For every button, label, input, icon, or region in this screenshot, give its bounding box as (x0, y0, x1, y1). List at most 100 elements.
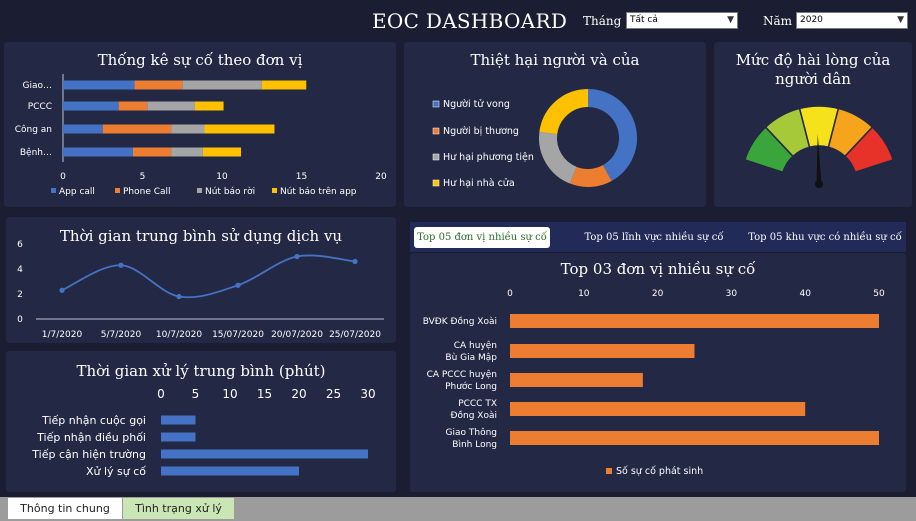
x-tick-label: 20 (652, 289, 664, 299)
category-label: Xử lý sự cố (86, 465, 146, 478)
x-tick-label: 15 (296, 172, 307, 182)
category-label: Giao… (23, 81, 53, 91)
category-label: BVĐK Đồng Xoài (423, 316, 497, 327)
month-label: Tháng (583, 14, 622, 28)
top3-chart[interactable]: 0 10 20 30 40 50 BVĐK Đồng Xoài CA huyện Bù Gia … (410, 253, 906, 492)
legend-label: Người bị thương (443, 126, 519, 137)
bar-segment (63, 80, 135, 90)
bar-segment (132, 147, 172, 157)
x-tick-label: 0 (507, 289, 513, 299)
incidents-by-unit-chart[interactable]: 0 5 10 15 20 Giao… PCCC Công an Bệnh… App call Pho… (4, 42, 396, 207)
bar-segment (63, 101, 119, 111)
category-label: PCCC (28, 102, 52, 112)
satisfaction-title-line1: Mức độ hài lòng của (735, 51, 891, 69)
legend-label: Số sự cố phát sinh (616, 466, 703, 477)
gauge-needle-hub (815, 180, 823, 188)
y-tick-label: 4 (17, 265, 23, 275)
bar-segment (63, 147, 133, 157)
bar-segment (204, 124, 275, 134)
top3-panel: Top 03 đơn vị nhiều sự cố 0 10 20 30 40 50 BVĐ… (410, 253, 906, 492)
month-select[interactable]: Tất cả ▼ (626, 12, 738, 29)
service-time-title[interactable]: Thời gian trung bình sử dụng dịch vụ (59, 227, 343, 245)
legend-swatch (51, 188, 56, 193)
x-tick-label: 0 (60, 172, 66, 182)
category-label: Bình Long (452, 440, 497, 450)
year-select-value: 2020 (800, 15, 823, 25)
bar (510, 344, 695, 358)
bar-segment (134, 80, 183, 90)
bar-segment (171, 124, 205, 134)
top-tabs-bar: Top 05 đơn vị nhiều sự cố Top 05 lĩnh vự… (410, 222, 906, 252)
category-label: Công an (15, 124, 52, 135)
x-tick-label: 15/07/2020 (212, 330, 264, 340)
bar-segment (194, 101, 224, 111)
satisfaction-title[interactable]: Mức độ hài lòng của người dân (714, 51, 912, 89)
chevron-down-icon[interactable]: ▼ (727, 15, 734, 25)
legend-label: Nút báo trên app (280, 186, 357, 197)
gauge-needle (816, 134, 822, 185)
bar (161, 432, 196, 442)
bar (161, 415, 196, 425)
incidents-by-unit-title[interactable]: Thống kê sự cố theo đơn vị (97, 51, 303, 69)
x-tick-label: 30 (726, 289, 738, 299)
category-label: Tiếp nhận cuộc gọi (41, 414, 146, 427)
sheet-tab-status[interactable]: Tình trạng xử lý (123, 498, 234, 519)
bar (161, 449, 368, 459)
series-line (61, 254, 356, 299)
x-tick-label: 5/7/2020 (101, 330, 142, 340)
bar-segment (147, 101, 195, 111)
sheet-tabs-bar: Thông tin chung Tình trạng xử lý (0, 497, 916, 521)
bar-segment (261, 80, 307, 90)
x-tick-label: 1/7/2020 (42, 330, 83, 340)
bar (161, 466, 299, 476)
x-tick-label: 20/07/2020 (271, 330, 323, 340)
x-tick-label: 40 (799, 289, 811, 299)
data-point (59, 287, 65, 293)
bar (510, 373, 643, 387)
sheet-tab-general[interactable]: Thông tin chung (8, 498, 122, 519)
damage-donut-chart[interactable]: Người tử vong Người bị thương Hư hại phươn… (404, 42, 706, 207)
x-tick-label: 20 (291, 387, 306, 401)
x-tick-label: 30 (360, 387, 375, 401)
satisfaction-title-line2: người dân (775, 70, 851, 88)
bar (510, 314, 879, 328)
legend-swatch (432, 100, 440, 108)
category-label: Giao Thông (446, 427, 497, 438)
service-time-line-chart[interactable]: 0 2 4 6 1/7/2020 5/7/2020 10/7/2020 15/07/2020 2… (6, 217, 396, 343)
tab-top-units[interactable]: Top 05 đơn vị nhiều sự cố (414, 227, 550, 248)
data-point (176, 293, 182, 300)
tab-top-areas[interactable]: Top 05 khu vực có nhiều sự cố (748, 232, 902, 243)
x-tick-label: 5 (140, 172, 146, 182)
top3-title[interactable]: Top 03 đơn vị nhiều sự cố (560, 260, 756, 278)
damage-title[interactable]: Thiệt hại người và của (470, 51, 640, 69)
satisfaction-gauge[interactable] (714, 42, 912, 207)
processing-time-chart[interactable]: 0 5 10 15 20 25 30 Tiếp nhận cuộc gọi Tiếp nhận … (6, 351, 396, 492)
x-tick-label: 15 (257, 387, 272, 401)
x-tick-label: 10 (222, 387, 237, 401)
year-label: Năm (763, 14, 793, 28)
category-label: Bù Gia Mập (445, 353, 497, 363)
donut-slice (587, 89, 637, 181)
x-tick-label: 25 (326, 387, 341, 401)
chevron-down-icon[interactable]: ▼ (897, 15, 904, 25)
category-label: CA PCCC huyện (427, 369, 497, 380)
category-label: Phước Long (445, 381, 497, 392)
y-tick-label: 0 (17, 315, 23, 325)
y-tick-label: 6 (17, 240, 23, 250)
month-select-value: Tất cả (630, 15, 658, 25)
data-point (235, 282, 241, 288)
tab-top-fields[interactable]: Top 05 lĩnh vực nhiều sự cố (584, 232, 724, 243)
category-label: CA huyện (454, 340, 497, 351)
legend-label: Hư hại phương tiện (443, 152, 534, 163)
legend-label: Người tử vong (443, 99, 510, 110)
category-label: PCCC TX (458, 399, 497, 409)
bar-segment (102, 124, 172, 134)
legend-label: Hư hại nhà cửa (443, 178, 515, 189)
x-tick-label: 0 (157, 387, 165, 401)
year-select[interactable]: 2020 ▼ (796, 12, 908, 29)
data-point (352, 258, 358, 265)
legend-label: Nút báo rời (205, 186, 255, 197)
donut-slice (539, 131, 578, 184)
donut-slice (539, 89, 589, 135)
processing-time-title[interactable]: Thời gian xử lý trung bình (phút) (76, 362, 326, 380)
